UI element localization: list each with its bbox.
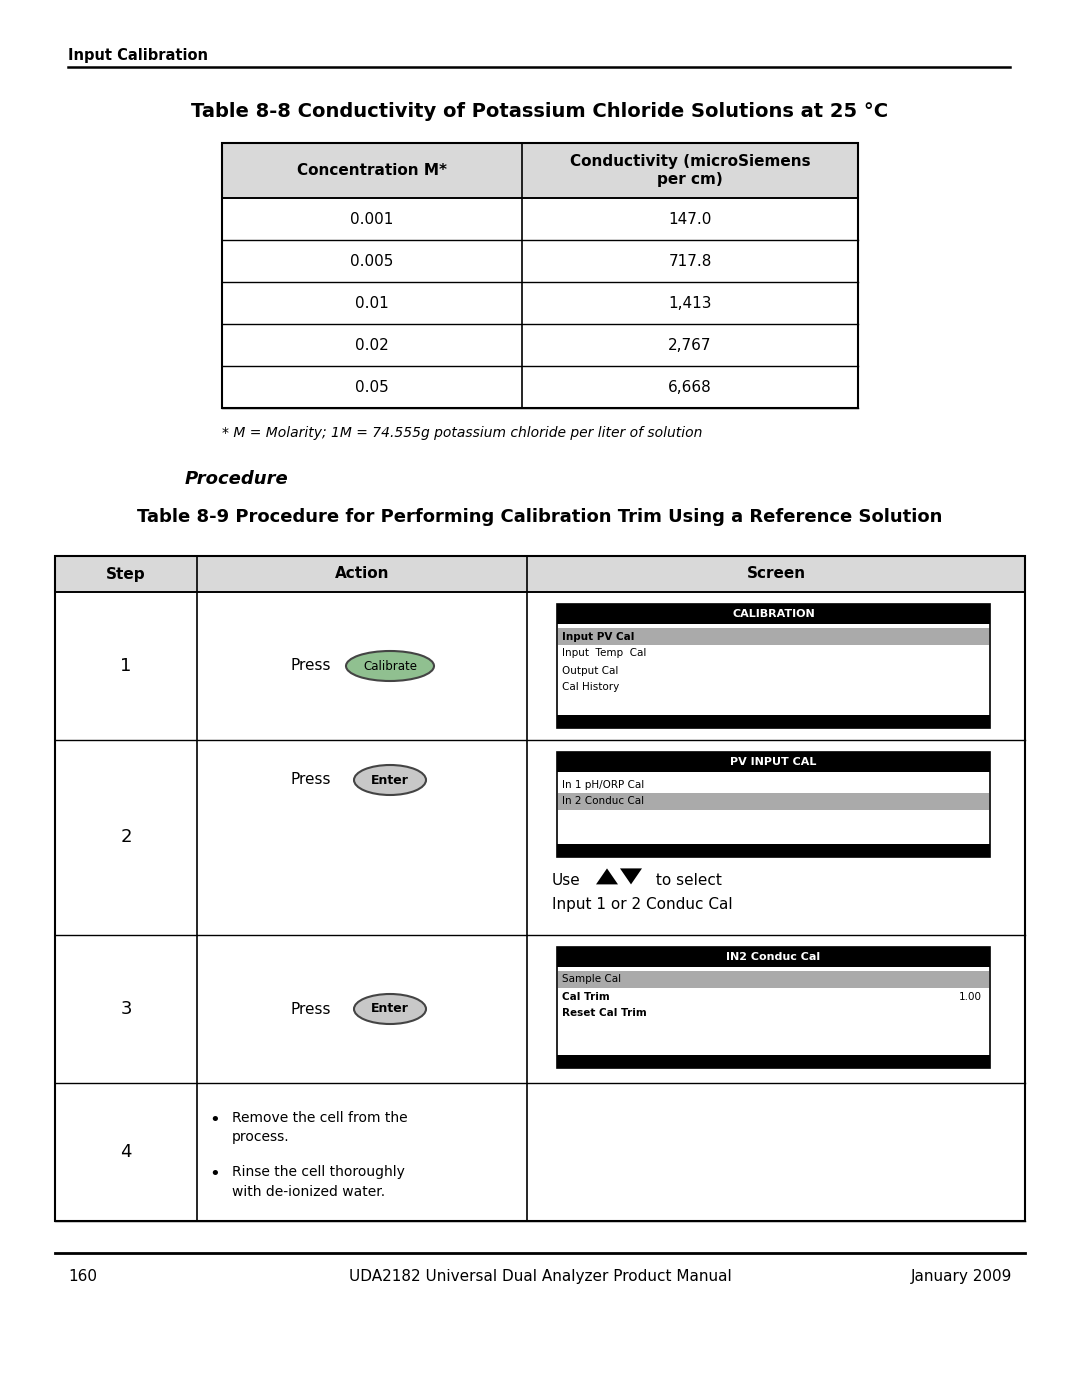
Bar <box>222 142 858 408</box>
Text: Press: Press <box>291 773 330 788</box>
Text: CALIBRATION: CALIBRATION <box>732 609 815 619</box>
Bar <box>557 752 990 856</box>
Text: Screen: Screen <box>746 567 806 581</box>
Text: In 2 Conduc Cal: In 2 Conduc Cal <box>562 796 644 806</box>
Bar <box>557 1055 990 1067</box>
Text: Enter: Enter <box>372 774 409 787</box>
Text: 3: 3 <box>120 1000 132 1018</box>
Text: Table 8-9 Procedure for Performing Calibration Trim Using a Reference Solution: Table 8-9 Procedure for Performing Calib… <box>137 509 943 527</box>
Text: Enter: Enter <box>372 1003 409 1016</box>
Ellipse shape <box>354 995 426 1024</box>
Ellipse shape <box>346 651 434 680</box>
Text: Input 1 or 2 Conduc Cal: Input 1 or 2 Conduc Cal <box>552 897 732 912</box>
Text: 2: 2 <box>120 828 132 847</box>
Text: Remove the cell from the
process.: Remove the cell from the process. <box>232 1111 407 1144</box>
Text: Use: Use <box>552 873 581 888</box>
Bar <box>557 947 990 1067</box>
Text: •: • <box>210 1165 220 1183</box>
Text: 6,668: 6,668 <box>669 380 712 394</box>
Text: January 2009: January 2009 <box>910 1268 1012 1284</box>
Text: Conductivity (microSiemens
per cm): Conductivity (microSiemens per cm) <box>569 154 810 187</box>
Text: Reset Cal Trim: Reset Cal Trim <box>562 1009 647 1018</box>
Text: Sample Cal: Sample Cal <box>562 975 621 985</box>
Bar <box>557 715 990 728</box>
Text: Cal Trim: Cal Trim <box>562 992 610 1002</box>
Text: Press: Press <box>291 658 330 673</box>
Text: Rinse the cell thoroughly
with de-ionized water.: Rinse the cell thoroughly with de-ionize… <box>232 1165 405 1199</box>
Polygon shape <box>596 869 618 884</box>
Ellipse shape <box>354 766 426 795</box>
Text: * M = Molarity; 1M = 74.555g potassium chloride per liter of solution: * M = Molarity; 1M = 74.555g potassium c… <box>222 426 702 440</box>
Bar <box>557 844 990 856</box>
Bar <box>558 793 989 810</box>
Text: 160: 160 <box>68 1268 97 1284</box>
Bar <box>557 752 990 773</box>
Polygon shape <box>620 869 642 884</box>
Bar <box>55 556 1025 592</box>
Text: Action: Action <box>335 567 389 581</box>
Text: Procedure: Procedure <box>185 469 288 488</box>
Text: Output Cal: Output Cal <box>562 665 619 676</box>
Text: •: • <box>210 1111 220 1129</box>
Text: 0.001: 0.001 <box>350 211 394 226</box>
Text: IN2 Conduc Cal: IN2 Conduc Cal <box>727 951 821 963</box>
Text: 2,767: 2,767 <box>669 338 712 352</box>
Text: 147.0: 147.0 <box>669 211 712 226</box>
Text: 4: 4 <box>120 1143 132 1161</box>
Text: Input Calibration: Input Calibration <box>68 47 208 63</box>
Text: Input  Temp  Cal: Input Temp Cal <box>562 648 646 658</box>
Text: In 1 pH/ORP Cal: In 1 pH/ORP Cal <box>562 780 645 789</box>
Text: 1.00: 1.00 <box>959 992 982 1002</box>
Text: 0.005: 0.005 <box>350 253 394 268</box>
Bar <box>55 556 1025 1221</box>
Text: Press: Press <box>291 1002 330 1017</box>
Text: Input PV Cal: Input PV Cal <box>562 631 634 641</box>
Text: Step: Step <box>106 567 146 581</box>
Bar <box>557 604 990 624</box>
Text: PV INPUT CAL: PV INPUT CAL <box>730 757 816 767</box>
Bar <box>222 142 858 198</box>
Text: 0.01: 0.01 <box>355 296 389 310</box>
Text: 1: 1 <box>120 657 132 675</box>
Text: UDA2182 Universal Dual Analyzer Product Manual: UDA2182 Universal Dual Analyzer Product … <box>349 1268 731 1284</box>
Bar <box>557 947 990 967</box>
Text: 0.05: 0.05 <box>355 380 389 394</box>
Text: Table 8-8 Conductivity of Potassium Chloride Solutions at 25 °C: Table 8-8 Conductivity of Potassium Chlo… <box>191 102 889 122</box>
Text: 1,413: 1,413 <box>669 296 712 310</box>
Bar <box>558 971 989 988</box>
Text: Concentration M*: Concentration M* <box>297 163 447 177</box>
Bar <box>557 604 990 728</box>
Text: Cal History: Cal History <box>562 683 619 693</box>
Bar <box>558 629 989 645</box>
Text: 0.02: 0.02 <box>355 338 389 352</box>
Text: 717.8: 717.8 <box>669 253 712 268</box>
Text: Calibrate: Calibrate <box>363 659 417 672</box>
Text: to select: to select <box>651 873 721 888</box>
